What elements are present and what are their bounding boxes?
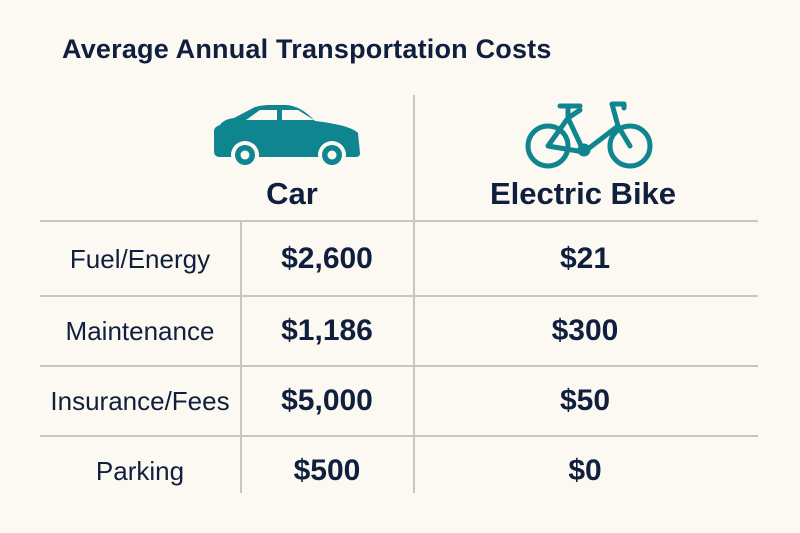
row-label: Maintenance [65,316,215,346]
table-row: Insurance/Fees $5,000 $50 [40,366,758,436]
car-value: $500 [293,454,361,487]
row-divider [40,435,758,437]
car-icon [214,105,360,167]
page-title: Average Annual Transportation Costs [62,34,552,64]
row-label: Insurance/Fees [50,386,230,416]
table-row: Maintenance $1,186 $300 [40,296,758,366]
ebike-value: $50 [559,384,611,417]
cost-table: Fuel/Energy $2,600 $21 Maintenance $1,18… [40,224,758,506]
table-row: Parking $500 $0 [40,436,758,506]
bicycle-icon [525,101,653,169]
column-header-electric-bike: Electric Bike [489,176,677,211]
ebike-value: $21 [559,242,611,275]
row-divider [40,220,758,222]
car-value: $1,186 [281,314,373,347]
ebike-value: $300 [551,314,619,347]
ebike-value: $0 [568,454,602,487]
column-divider [413,95,415,493]
row-label: Fuel/Energy [69,244,211,274]
car-value: $2,600 [281,242,373,275]
row-label: Parking [95,456,185,486]
table-row: Fuel/Energy $2,600 $21 [40,224,758,296]
row-divider [40,295,758,297]
car-value: $5,000 [281,384,373,417]
row-divider [40,365,758,367]
column-header-car: Car [266,176,318,211]
label-divider [240,221,242,493]
